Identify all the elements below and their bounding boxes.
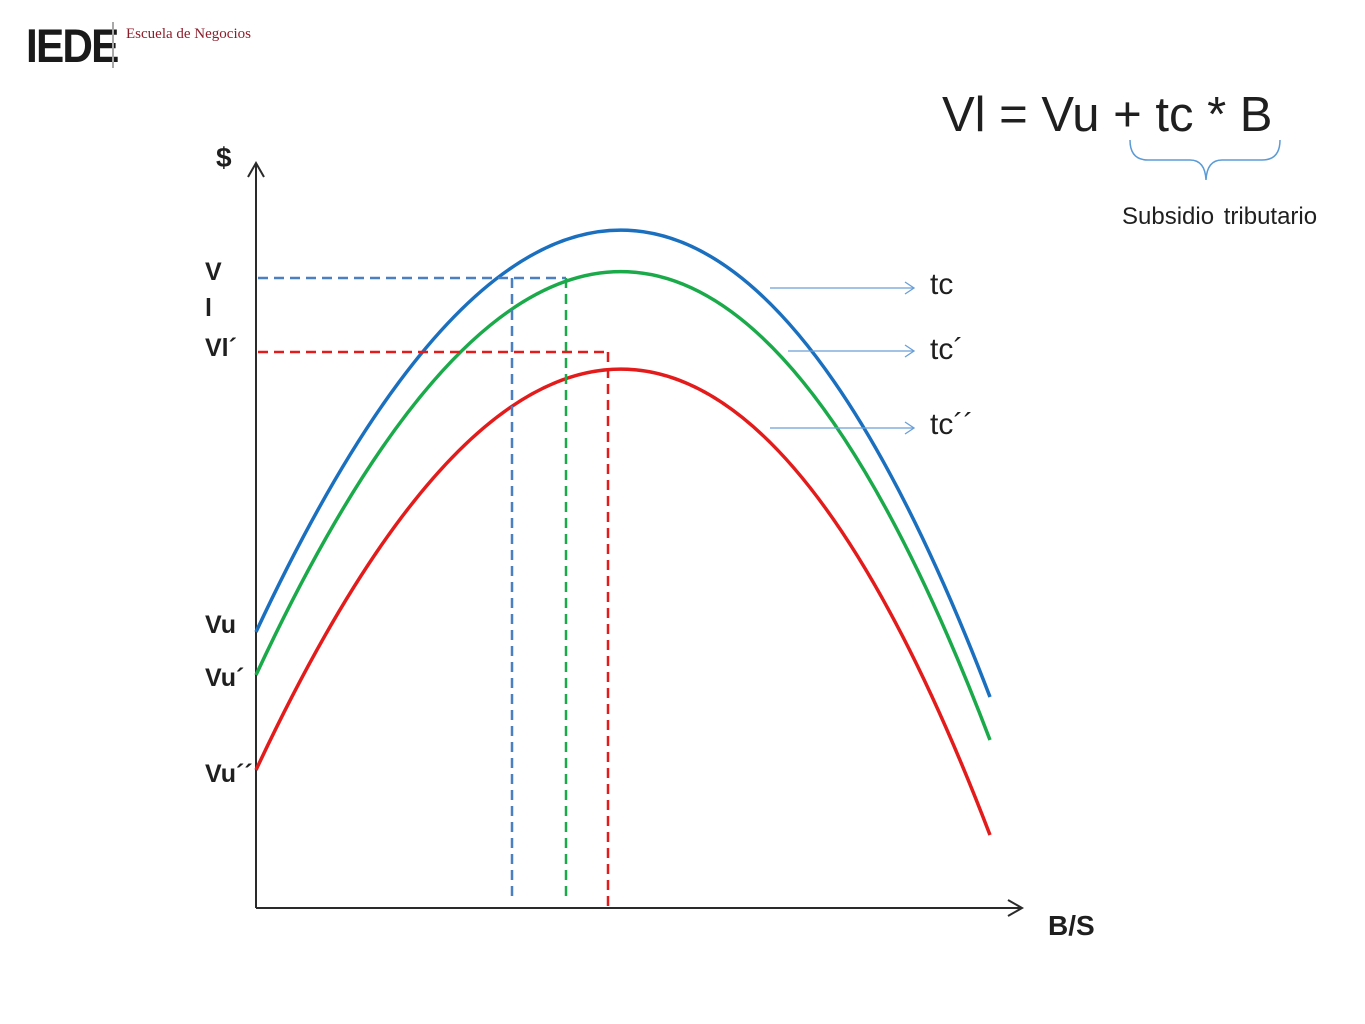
- curly-brace: [1129, 139, 1281, 181]
- curve-label-tc-prime: tc´: [930, 333, 964, 366]
- logo-divider: [112, 22, 114, 68]
- x-axis-arrowhead: [1007, 899, 1025, 917]
- y-label-vl-line1: V: [205, 258, 222, 286]
- logo-tagline: Escuela de Negocios: [126, 26, 251, 42]
- formula-title: Vl = Vu + tc * B: [942, 88, 1273, 142]
- curve-tc: [254, 228, 992, 698]
- curve-tc-double-prime: [254, 367, 992, 836]
- x-axis-label: B/S: [1048, 910, 1095, 941]
- y-axis-label: $: [216, 142, 232, 173]
- curve-label-tc: tc: [930, 268, 954, 301]
- y-label-vu-prime: Vu´: [205, 664, 245, 692]
- curve-label-tc-double-prime: tc´´: [930, 408, 974, 441]
- logo-mark: IEDE: [26, 19, 119, 72]
- pointer-tc-head: [904, 281, 916, 295]
- y-label-vl-prime: Vl´: [205, 334, 237, 362]
- curve-tc-prime: [254, 269, 992, 741]
- y-label-vu: Vu: [205, 611, 237, 639]
- brace-label: Subsidio tributario: [1122, 203, 1318, 230]
- pointer-tc-prime-head: [904, 344, 916, 358]
- y-axis-arrowhead: [247, 160, 265, 178]
- y-label-vu-double-prime: Vu´´: [205, 760, 253, 788]
- pointer-tc-double-prime-head: [904, 421, 916, 435]
- y-label-vl-line2: l: [205, 294, 212, 322]
